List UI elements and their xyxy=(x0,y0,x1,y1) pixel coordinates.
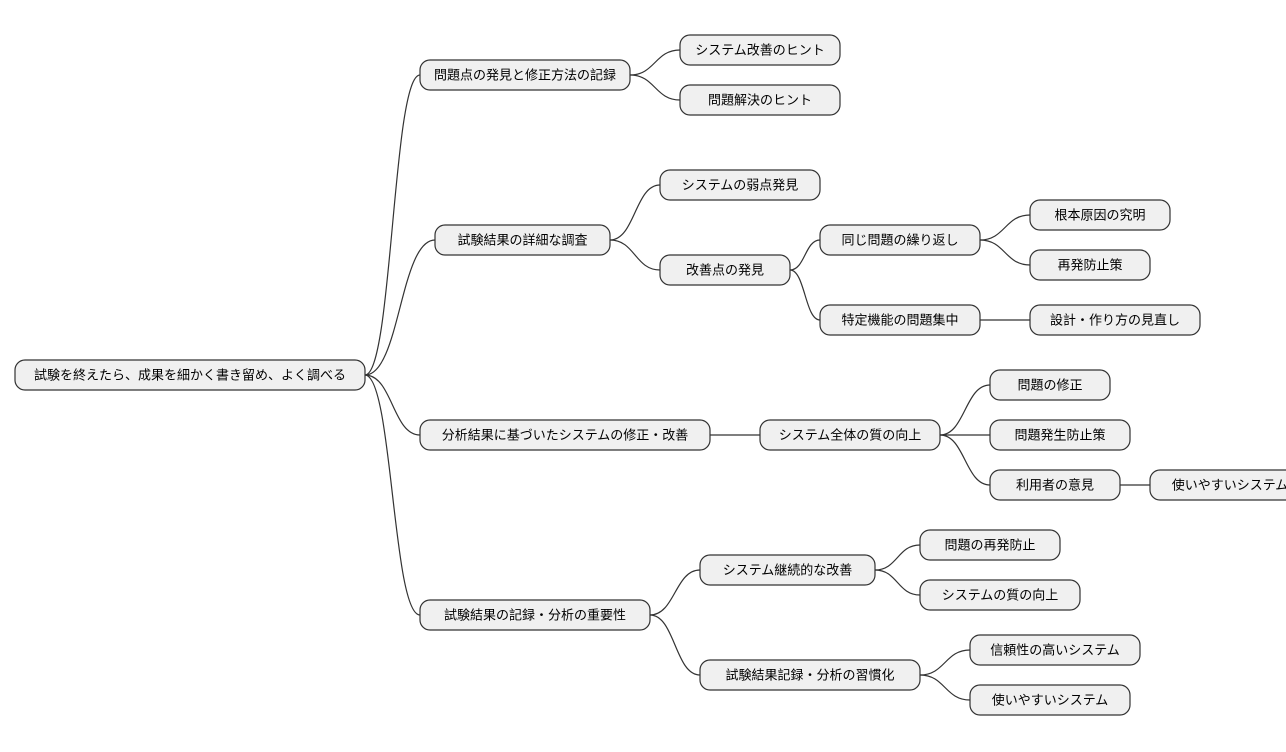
mindmap-node: 問題発生防止策 xyxy=(990,420,1130,450)
edge xyxy=(875,570,920,595)
mindmap-node: 利用者の意見 xyxy=(990,470,1120,500)
mindmap-node: システムの弱点発見 xyxy=(660,170,820,200)
edge xyxy=(920,675,970,700)
edge xyxy=(790,240,820,270)
edge xyxy=(790,270,820,320)
edge xyxy=(630,75,680,100)
mindmap-node: 同じ問題の繰り返し xyxy=(820,225,980,255)
node-label: 再発防止策 xyxy=(1057,257,1122,272)
edge xyxy=(365,240,435,375)
mindmap-node: 試験結果の詳細な調査 xyxy=(435,225,610,255)
mindmap-node: 問題の修正 xyxy=(990,370,1110,400)
edge xyxy=(365,375,420,615)
mindmap-node: 根本原因の究明 xyxy=(1030,200,1170,230)
mindmap-node: 試験を終えたら、成果を細かく書き留め、よく調べる xyxy=(15,360,365,390)
node-label: 問題点の発見と修正方法の記録 xyxy=(434,67,616,82)
mindmap-node: 問題解決のヒント xyxy=(680,85,840,115)
node-label: 試験を終えたら、成果を細かく書き留め、よく調べる xyxy=(34,367,346,382)
mindmap-node: 使いやすいシステム xyxy=(1150,470,1286,500)
node-label: 分析結果に基づいたシステムの修正・改善 xyxy=(442,427,689,442)
edge xyxy=(650,570,700,615)
mindmap-node: 設計・作り方の見直し xyxy=(1030,305,1200,335)
node-label: システムの質の向上 xyxy=(942,587,1059,602)
mindmap-node: 特定機能の問題集中 xyxy=(820,305,980,335)
node-label: 特定機能の問題集中 xyxy=(841,312,958,327)
node-label: 根本原因の究明 xyxy=(1054,207,1145,222)
mindmap-node: 信頼性の高いシステム xyxy=(970,635,1140,665)
mindmap-node: 改善点の発見 xyxy=(660,255,790,285)
node-label: 設計・作り方の見直し xyxy=(1050,312,1180,327)
node-label: 信頼性の高いシステム xyxy=(990,642,1120,657)
edge xyxy=(650,615,700,675)
node-label: 試験結果の詳細な調査 xyxy=(457,232,587,247)
mindmap-node: システム継続的な改善 xyxy=(700,555,875,585)
mindmap-diagram: 試験を終えたら、成果を細かく書き留め、よく調べる問題点の発見と修正方法の記録シス… xyxy=(0,0,1286,752)
node-label: 問題発生防止策 xyxy=(1014,427,1105,442)
edge xyxy=(980,215,1030,240)
node-label: システム改善のヒント xyxy=(695,42,825,57)
mindmap-node: 問題点の発見と修正方法の記録 xyxy=(420,60,630,90)
edge xyxy=(980,240,1030,265)
mindmap-node: システム全体の質の向上 xyxy=(760,420,940,450)
node-label: 使いやすいシステム xyxy=(1172,477,1286,492)
node-label: システムの弱点発見 xyxy=(682,177,799,192)
node-label: 問題解決のヒント xyxy=(708,92,812,107)
node-label: システム継続的な改善 xyxy=(723,562,853,577)
node-label: 改善点の発見 xyxy=(686,262,764,277)
node-label: 問題の再発防止 xyxy=(944,537,1035,552)
edge xyxy=(630,50,680,75)
node-label: 利用者の意見 xyxy=(1016,477,1094,492)
node-label: 使いやすいシステム xyxy=(992,692,1109,707)
edge xyxy=(920,650,970,675)
node-label: システム全体の質の向上 xyxy=(779,427,922,442)
mindmap-node: 使いやすいシステム xyxy=(970,685,1130,715)
nodes-layer: 試験を終えたら、成果を細かく書き留め、よく調べる問題点の発見と修正方法の記録シス… xyxy=(15,35,1286,715)
mindmap-node: 試験結果記録・分析の習慣化 xyxy=(700,660,920,690)
mindmap-node: システム改善のヒント xyxy=(680,35,840,65)
mindmap-node: 再発防止策 xyxy=(1030,250,1150,280)
edge xyxy=(610,240,660,270)
mindmap-node: 問題の再発防止 xyxy=(920,530,1060,560)
edge xyxy=(875,545,920,570)
node-label: 同じ問題の繰り返し xyxy=(841,232,958,247)
mindmap-node: システムの質の向上 xyxy=(920,580,1080,610)
edge xyxy=(940,435,990,485)
edge xyxy=(365,75,420,375)
node-label: 試験結果の記録・分析の重要性 xyxy=(444,607,626,622)
mindmap-node: 試験結果の記録・分析の重要性 xyxy=(420,600,650,630)
edge xyxy=(610,185,660,240)
edge xyxy=(940,385,990,435)
mindmap-node: 分析結果に基づいたシステムの修正・改善 xyxy=(420,420,710,450)
node-label: 試験結果記録・分析の習慣化 xyxy=(725,667,894,682)
node-label: 問題の修正 xyxy=(1017,377,1082,392)
